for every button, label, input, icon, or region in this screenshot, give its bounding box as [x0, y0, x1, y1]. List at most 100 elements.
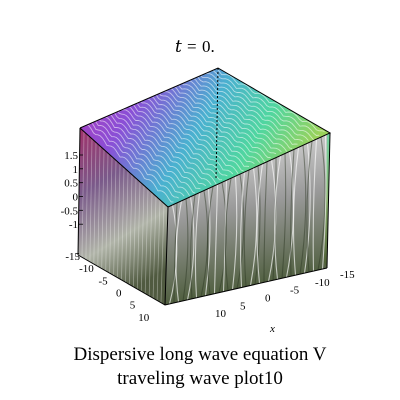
- z-tick-label: 1.5: [64, 150, 78, 162]
- figure-caption-line2: traveling wave plot10: [117, 368, 283, 389]
- surface-ridge-line: [98, 118, 190, 197]
- surface-left-face: [78, 128, 168, 305]
- left-ridge-line: [109, 156, 113, 274]
- surface-ridge-line: [167, 86, 271, 159]
- z-axis-ticks: 1.5 1 0.5 0-0.5 -1: [61, 150, 83, 231]
- surface-ridge-line: [111, 109, 207, 187]
- front-ridge-line: [186, 196, 195, 301]
- front-ridge-line: [168, 204, 178, 305]
- surface-ridge-line: [204, 72, 315, 141]
- front-ridge-line: [194, 192, 201, 298]
- surface-ridge-line: [88, 119, 179, 199]
- z-tick-label: 1: [73, 164, 79, 176]
- front-ridge-line: [256, 163, 264, 284]
- front-ridge-line: [290, 149, 295, 277]
- left-ridge-line: [129, 174, 133, 285]
- front-ridge-line: [175, 200, 183, 302]
- left-ridge-line: [160, 203, 165, 303]
- front-ridge-line: [222, 180, 228, 292]
- x-tick-label: -10: [315, 277, 330, 289]
- z-tick-label: -0.5: [61, 205, 79, 217]
- y-tick-label: -15: [65, 251, 80, 263]
- x-tick-label: -5: [290, 285, 300, 297]
- front-ridge-line: [317, 137, 326, 271]
- surface-ridge-line: [176, 82, 282, 153]
- left-ridge-line: [144, 188, 149, 294]
- surface-ridge-line: [199, 73, 309, 141]
- surface-ridge-line: [107, 112, 201, 190]
- wave-ridges: [84, 65, 325, 203]
- front-ridge-line: [218, 182, 227, 293]
- left-ridge-line: [152, 196, 157, 299]
- front-ridge-line: [272, 157, 277, 281]
- front-ridge-line: [236, 174, 245, 289]
- surface-ridge-line: [157, 91, 261, 163]
- x-tick-label: 10: [215, 308, 227, 320]
- box-back-vertical: [215, 67, 219, 181]
- surface-ridge-line: [148, 94, 250, 167]
- surface-ridge-line: [213, 65, 325, 132]
- front-ridge-line: [312, 139, 318, 272]
- left-ridge-line: [148, 192, 153, 296]
- left-ridge-line: [121, 167, 125, 281]
- box-left-vertical: [77, 127, 81, 256]
- box-bottom-edges: [77, 254, 328, 306]
- front-ridge-line: [303, 143, 311, 274]
- front-ridge-line: [292, 147, 300, 276]
- front-ridge-line: [200, 190, 209, 297]
- left-ridge-line: [125, 171, 129, 283]
- surface-ridge-line: [153, 91, 255, 164]
- surface-ridge-line: [180, 82, 288, 152]
- surface-ridge-line: [139, 100, 239, 174]
- surface-ridge-line: [121, 109, 217, 185]
- y-tick-label: -5: [99, 275, 109, 287]
- left-ridge-line: [156, 199, 161, 301]
- surface-ridge-line: [84, 122, 174, 203]
- surface-ridge-line: [185, 80, 293, 150]
- surface-ridge-line: [102, 116, 196, 194]
- plot-title-var: t: [175, 37, 182, 57]
- surface-right-face: [324, 133, 330, 268]
- plot-title-value: 0.: [202, 37, 215, 56]
- left-ridge-line: [140, 185, 145, 292]
- surface-ridge-line: [144, 98, 244, 172]
- surface-ridge-line: [208, 68, 320, 136]
- z-tick-label: 0: [73, 192, 79, 204]
- front-ridge-line: [182, 198, 189, 301]
- x-axis-ticks: -15 -10 -5 0 5 10: [215, 269, 355, 320]
- front-ridge-line: [249, 167, 258, 286]
- front-ridge-line: [224, 178, 232, 291]
- front-ridge-line: [213, 184, 219, 294]
- x-tick-label: 0: [265, 293, 271, 305]
- front-ridge-line: [263, 161, 268, 283]
- left-ridge-line: [113, 160, 117, 276]
- surface-ridge-line: [116, 109, 212, 186]
- front-ridge-line: [321, 135, 327, 270]
- front-ridge-line: [306, 141, 313, 273]
- figure-caption-line1: Dispersive long wave equation V: [73, 344, 327, 365]
- left-ridge-line: [105, 153, 109, 271]
- surface-ridge-line: [93, 118, 185, 197]
- front-ridge-line: [189, 194, 196, 299]
- surface-ridge-line: [125, 104, 223, 181]
- y-tick-label: -10: [79, 263, 94, 275]
- front-ridge-line: [231, 176, 238, 290]
- box-front-vertical: [164, 206, 169, 306]
- x-tick-label: 5: [240, 300, 246, 312]
- left-ridge-line: [85, 135, 89, 260]
- surface-ridge-line: [162, 91, 266, 163]
- surface-ridge-line: [130, 101, 228, 177]
- x-axis-label: x: [269, 323, 275, 335]
- y-tick-label: 0: [116, 288, 122, 300]
- front-ridge-line: [173, 202, 178, 303]
- y-tick-label: 5: [130, 300, 136, 312]
- front-ridge-line: [204, 188, 211, 296]
- front-ridge-line: [281, 153, 287, 279]
- left-ridge-line: [81, 131, 85, 258]
- z-tick-label: -1: [69, 219, 78, 231]
- left-ridge-line: [89, 138, 93, 262]
- front-ridge-line: [267, 159, 277, 282]
- front-ridges: [81, 131, 327, 305]
